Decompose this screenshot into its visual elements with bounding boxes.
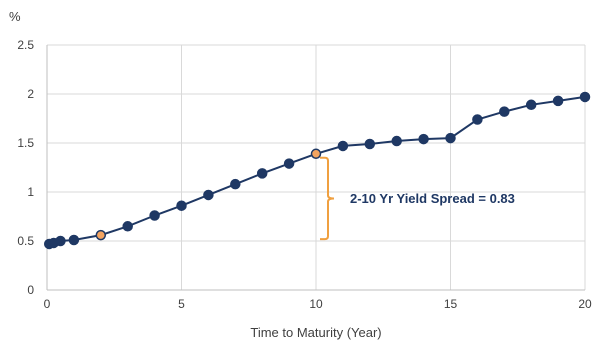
x-tick-labels: 0 5 10 15 20 [44,297,592,311]
data-point [472,114,483,125]
data-point [499,106,510,117]
data-point [203,189,214,201]
y-tick-label: 0.5 [17,234,34,248]
data-points [43,91,591,250]
highlighted-data-point [310,148,322,160]
y-axis-unit-label: % [9,9,21,24]
data-point [176,200,187,211]
x-tick-label: 15 [444,297,458,311]
axes [46,45,585,291]
data-point [337,140,349,152]
y-tick-label: 1 [27,185,34,199]
data-point [391,135,402,147]
y-tick-labels: 0 0.5 1 1.5 2 2.5 [17,38,34,297]
data-point [552,95,564,107]
data-point [418,133,429,145]
x-tick-label: 0 [44,297,51,311]
data-point [364,138,376,150]
x-axis-title: Time to Maturity (Year) [250,325,381,340]
y-tick-label: 1.5 [17,136,34,150]
data-point [579,91,591,103]
y-tick-label: 2 [27,87,34,101]
x-tick-label: 10 [309,297,323,311]
grid-lines [47,44,586,290]
spread-annotation: 2-10 Yr Yield Spread = 0.83 [350,191,515,206]
data-point [230,178,241,190]
highlighted-data-point [95,229,107,241]
data-point [525,99,537,111]
data-point [55,235,66,247]
data-point [149,210,160,221]
data-point [283,158,295,169]
x-tick-label: 5 [178,297,185,311]
x-tick-label: 20 [578,297,592,311]
y-tick-label: 0 [27,283,34,297]
data-point [122,221,133,232]
y-tick-label: 2.5 [17,38,34,52]
data-point [256,168,268,179]
data-point [445,132,456,144]
data-point [68,234,80,246]
spread-bracket [320,156,335,241]
